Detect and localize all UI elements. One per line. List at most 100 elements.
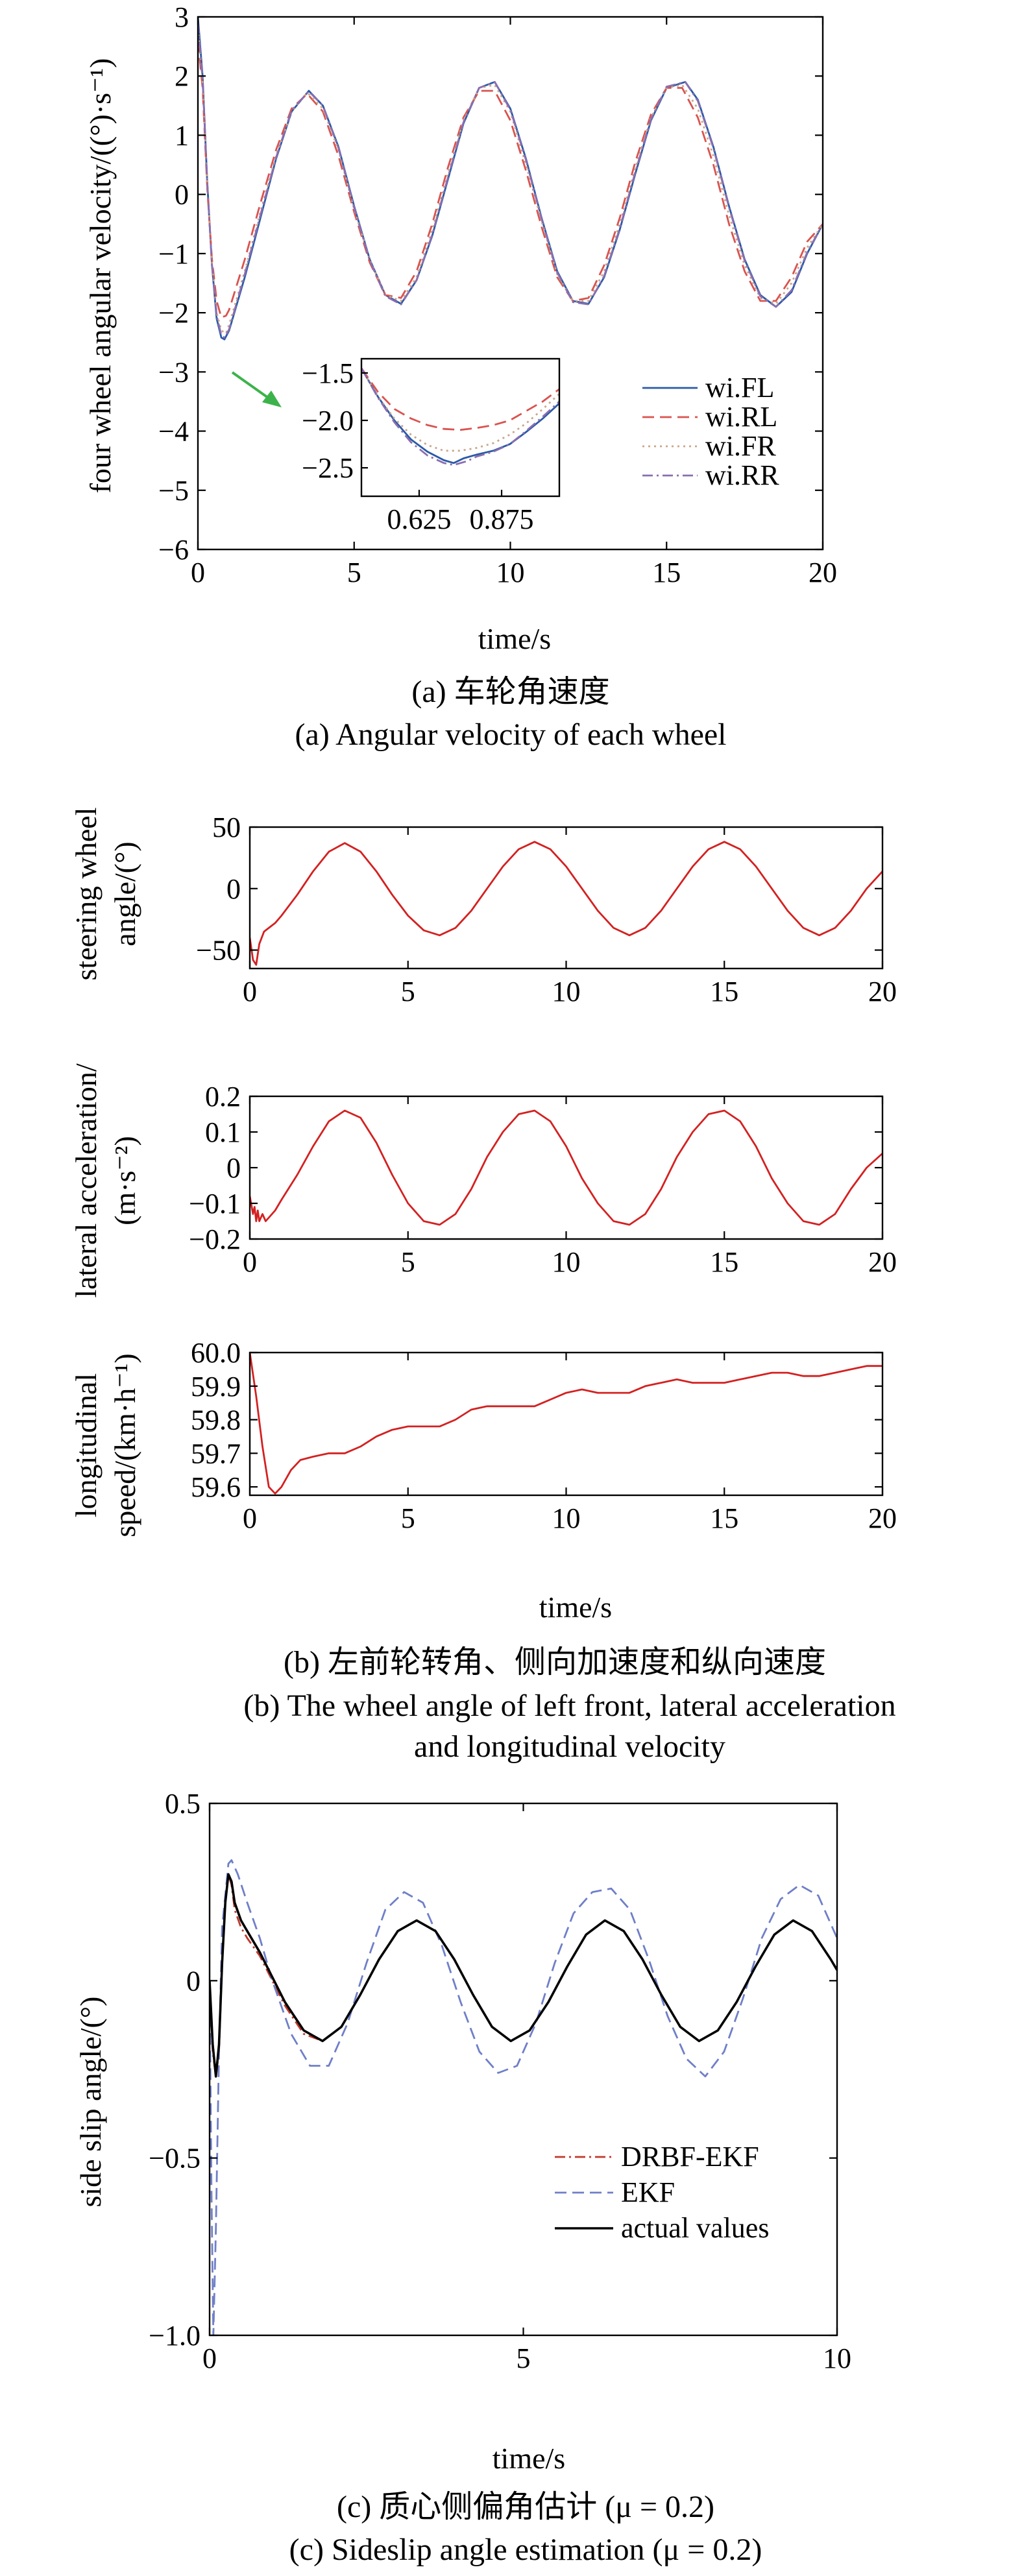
series-line-actual-values <box>210 1873 837 2078</box>
green-arrow-shaft <box>231 371 274 402</box>
series-group <box>198 17 823 341</box>
green-arrow-icon <box>231 371 282 407</box>
inset-frame <box>360 357 561 498</box>
inset-y-tick-label: −1.5 <box>302 357 354 389</box>
y-tick-label: 2 <box>175 60 189 92</box>
y-tick-label: −6 <box>158 534 189 566</box>
x-tick-label: 5 <box>347 557 361 588</box>
inset-series-line-wi-rl <box>361 367 559 431</box>
y-tick-label: −0.1 <box>189 1188 241 1220</box>
legend-label: EKF <box>621 2176 675 2208</box>
y-tick-label: 59.8 <box>191 1404 241 1436</box>
x-tick-label: 0 <box>243 976 257 1007</box>
series-line-b2 <box>250 1109 882 1226</box>
y-tick-label: 0.1 <box>205 1116 241 1148</box>
panel-c-caption-cn: (c) 质心侧偏角估计 (μ = 0.2) <box>337 2490 714 2524</box>
y-tick-label: 59.7 <box>191 1438 241 1469</box>
series-line-wi-rr <box>198 22 823 339</box>
plot-frame <box>208 1802 838 2337</box>
panel-c-xlabel: time/s <box>493 2442 565 2475</box>
inset-x-tick-label: 0.625 <box>387 503 451 535</box>
x-tick-label: 10 <box>552 1246 581 1278</box>
panel-a-ylabel: four wheel angular velocity/((°)·s⁻¹) <box>84 58 117 494</box>
panel-a-caption-cn: (a) 车轮角速度 <box>411 675 609 709</box>
inset-series-group <box>361 367 559 466</box>
y-tick-label: 59.6 <box>191 1471 241 1503</box>
y-tick-label: 0.5 <box>165 1788 201 1820</box>
series-group <box>250 1109 882 1226</box>
series-group <box>250 1353 882 1495</box>
series-line-b1 <box>250 841 882 966</box>
y-tick-label: 59.9 <box>191 1371 241 1402</box>
panel-b1-ylabel-line1: steering wheel <box>69 808 103 981</box>
series-line-wi-rl <box>198 40 823 319</box>
panel-b3-ylabel-line1: longitudinal <box>69 1373 103 1517</box>
y-tick-label: −50 <box>196 935 241 967</box>
inset-series-line-wi-fr <box>361 367 559 452</box>
panel-b2-ylabel-line2: (m·s⁻²) <box>108 1136 141 1225</box>
x-tick-label: 15 <box>652 557 681 588</box>
x-tick-label: 10 <box>496 557 525 588</box>
series-line-ekf <box>210 1859 837 2335</box>
legend-label: wi.FR <box>705 430 776 462</box>
series-group <box>210 1859 837 2335</box>
y-tick-label: −2 <box>158 297 189 329</box>
series-line-wi-fr <box>198 29 823 335</box>
plot-frame <box>249 1351 884 1497</box>
panel-b-caption-en-line2: and longitudinal velocity <box>414 1729 725 1764</box>
panel-c-sideslip-angle: side slip angle/(°) time/s (c) 质心侧偏角估计 (… <box>74 1997 762 2568</box>
inset-y-tick-label: −2.5 <box>302 452 354 484</box>
y-tick-label: −3 <box>158 356 189 388</box>
inset-series-line-wi-rr <box>361 367 559 466</box>
x-tick-label: 10 <box>552 1502 581 1534</box>
panel-b3-ylabel-line2: speed/(km·h⁻¹) <box>108 1353 141 1537</box>
panel-b-xlabel: time/s <box>539 1591 612 1624</box>
x-tick-label: 15 <box>710 976 738 1007</box>
y-tick-label: 0 <box>175 179 189 211</box>
y-tick-label: −4 <box>158 416 189 448</box>
x-tick-label: 0 <box>243 1246 257 1278</box>
legend-label: wi.RR <box>705 459 779 491</box>
panel-c-caption-en: (c) Sideslip angle estimation (μ = 0.2) <box>289 2533 762 2567</box>
series-group <box>250 841 882 966</box>
y-tick-label: 1 <box>175 119 189 151</box>
x-tick-label: 0 <box>202 2342 217 2374</box>
y-tick-label: 60.0 <box>191 1337 241 1369</box>
panel-a-angular-velocity: four wheel angular velocity/((°)·s⁻¹) ti… <box>84 58 727 752</box>
series-line-wi-fl <box>198 17 823 341</box>
x-tick-label: 5 <box>401 1502 415 1534</box>
y-tick-label: −0.2 <box>189 1223 241 1255</box>
inset-plot: 0.625 0.875 −1.5 −2.0 −2.5 <box>302 357 561 535</box>
y-tick-label: −1 <box>158 238 189 270</box>
x-tick-label: 20 <box>809 557 837 588</box>
y-tick-label: 0 <box>226 873 241 905</box>
y-tick-label: −0.5 <box>149 2143 201 2174</box>
panel-b1-ylabel-line2: angle/(°) <box>108 841 141 946</box>
legend-label: wi.FL <box>705 372 774 403</box>
x-tick-label: 20 <box>868 1502 897 1534</box>
panel-b-caption-cn: (b) 左前轮转角、侧向加速度和纵向速度 <box>284 1645 826 1679</box>
inset-y-tick-label: −2.0 <box>302 405 354 437</box>
legend-label: DRBF-EKF <box>621 2141 759 2173</box>
x-tick-label: 10 <box>552 976 581 1007</box>
inset-x-tick-label: 0.875 <box>470 503 534 535</box>
y-tick-label: 0.2 <box>205 1081 241 1113</box>
plot-frame <box>249 1095 884 1240</box>
panel-b-vehicle-states: steering wheel angle/(°) lateral acceler… <box>69 808 896 1764</box>
plot-frame <box>249 826 884 970</box>
panel-a-xlabel: time/s <box>478 622 551 655</box>
x-tick-label: 5 <box>401 976 415 1007</box>
legend-label: wi.RL <box>705 401 777 433</box>
x-tick-label: 15 <box>710 1502 738 1534</box>
y-tick-label: −1.0 <box>149 2320 201 2352</box>
y-tick-label: −5 <box>158 475 189 507</box>
y-tick-label: 0 <box>226 1152 241 1184</box>
inset-background <box>361 359 559 496</box>
panel-b-caption-en-line1: (b) The wheel angle of left front, later… <box>243 1689 895 1723</box>
x-tick-label: 0 <box>191 557 205 588</box>
